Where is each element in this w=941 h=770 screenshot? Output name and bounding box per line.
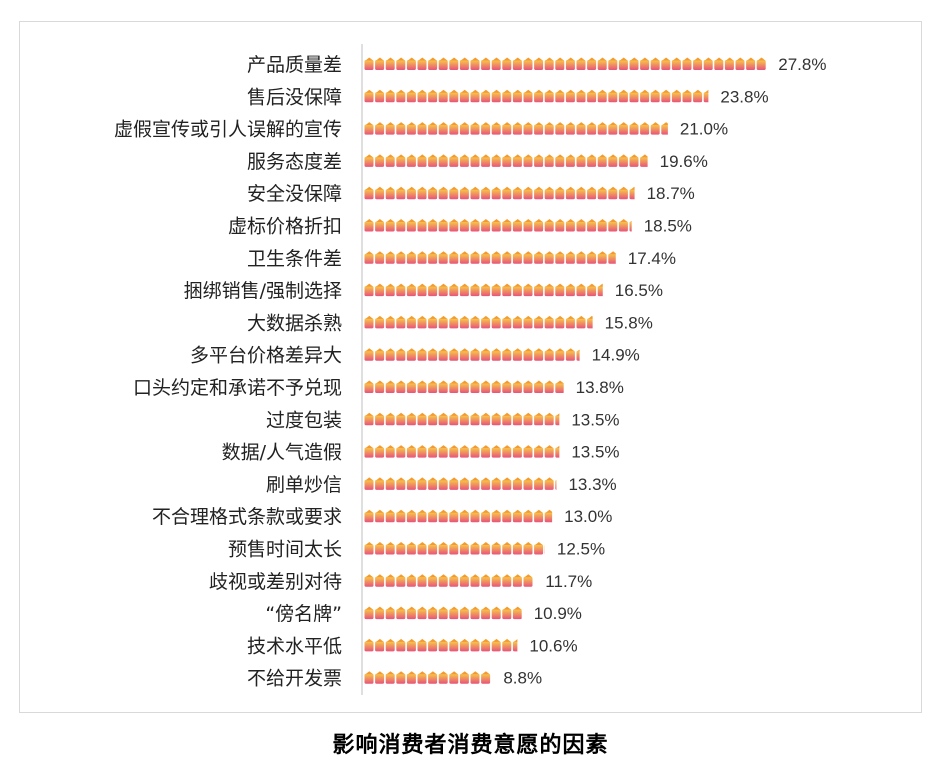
chart-title: 影响消费者消费意愿的因素 — [332, 733, 609, 758]
category-label: 售后没保障 — [247, 86, 342, 108]
category-label: “傍名牌” — [265, 603, 342, 625]
value-label: 10.6% — [529, 636, 577, 655]
value-label: 16.5% — [615, 281, 663, 300]
bar — [364, 251, 616, 264]
category-label: 大数据杀熟 — [247, 312, 342, 334]
bar — [364, 219, 632, 232]
category-label: 捆绑销售/强制选择 — [184, 280, 342, 302]
value-label: 18.7% — [647, 184, 695, 203]
bar — [364, 315, 593, 329]
value-label: 13.5% — [571, 410, 619, 429]
category-label: 过度包装 — [266, 409, 342, 431]
value-label: 21.0% — [680, 120, 728, 139]
category-label: 卫生条件差 — [247, 248, 342, 270]
category-label: 预售时间太长 — [228, 539, 342, 561]
category-label: 不给开发票 — [247, 668, 342, 690]
category-label: 多平台价格差异大 — [190, 345, 342, 367]
bar — [364, 283, 603, 297]
value-label: 13.0% — [564, 507, 612, 526]
bar — [364, 57, 766, 70]
bar — [364, 671, 491, 684]
bar — [364, 348, 580, 361]
category-label: 数据/人气造假 — [222, 442, 342, 464]
value-label: 14.9% — [592, 346, 640, 365]
value-label: 18.5% — [644, 217, 692, 236]
bar — [364, 477, 557, 490]
value-label: 12.5% — [557, 540, 605, 559]
category-label: 歧视或差别对待 — [209, 571, 342, 593]
value-label: 11.7% — [545, 572, 592, 591]
bar — [364, 380, 564, 393]
value-label: 15.8% — [605, 313, 653, 332]
value-label: 19.6% — [660, 152, 708, 171]
category-label: 虚标价格折扣 — [228, 216, 342, 238]
bars — [364, 57, 766, 684]
value-label: 23.8% — [720, 87, 768, 106]
bar — [364, 186, 635, 200]
value-label: 13.5% — [571, 443, 619, 462]
value-label: 10.9% — [534, 604, 582, 623]
category-label: 口头约定和承诺不予兑现 — [133, 377, 342, 399]
value-label: 13.3% — [568, 475, 616, 494]
category-label: 产品质量差 — [247, 54, 342, 76]
category-label: 技术水平低 — [247, 635, 342, 657]
bar — [364, 574, 533, 587]
bar — [364, 606, 522, 620]
bar — [364, 542, 545, 555]
bar — [364, 122, 668, 135]
category-label: 服务态度差 — [247, 151, 342, 173]
bar — [364, 638, 518, 652]
bar — [364, 154, 648, 167]
category-label: 安全没保障 — [247, 183, 342, 205]
bar — [364, 412, 560, 426]
bar — [364, 445, 560, 458]
bar — [364, 509, 553, 523]
value-labels: 27.8% 23.8% 21.0% 19.6% 18.7% 18.5% 17.4% 16.5%… — [503, 55, 826, 688]
bar — [364, 89, 709, 103]
category-label: 不合理格式条款或要求 — [152, 506, 342, 528]
value-label: 17.4% — [628, 249, 676, 268]
category-labels: 产品质量差售后没保障虚假宣传或引人误解的宣传服务态度差安全没保障虚标价格折扣卫生… — [114, 54, 342, 690]
value-label: 8.8% — [503, 669, 542, 688]
value-label: 13.8% — [576, 378, 624, 397]
category-label: 刷单炒信 — [266, 474, 342, 496]
value-label: 27.8% — [778, 55, 826, 74]
chart-frame — [19, 21, 922, 713]
category-label: 虚假宣传或引人误解的宣传 — [114, 119, 342, 141]
